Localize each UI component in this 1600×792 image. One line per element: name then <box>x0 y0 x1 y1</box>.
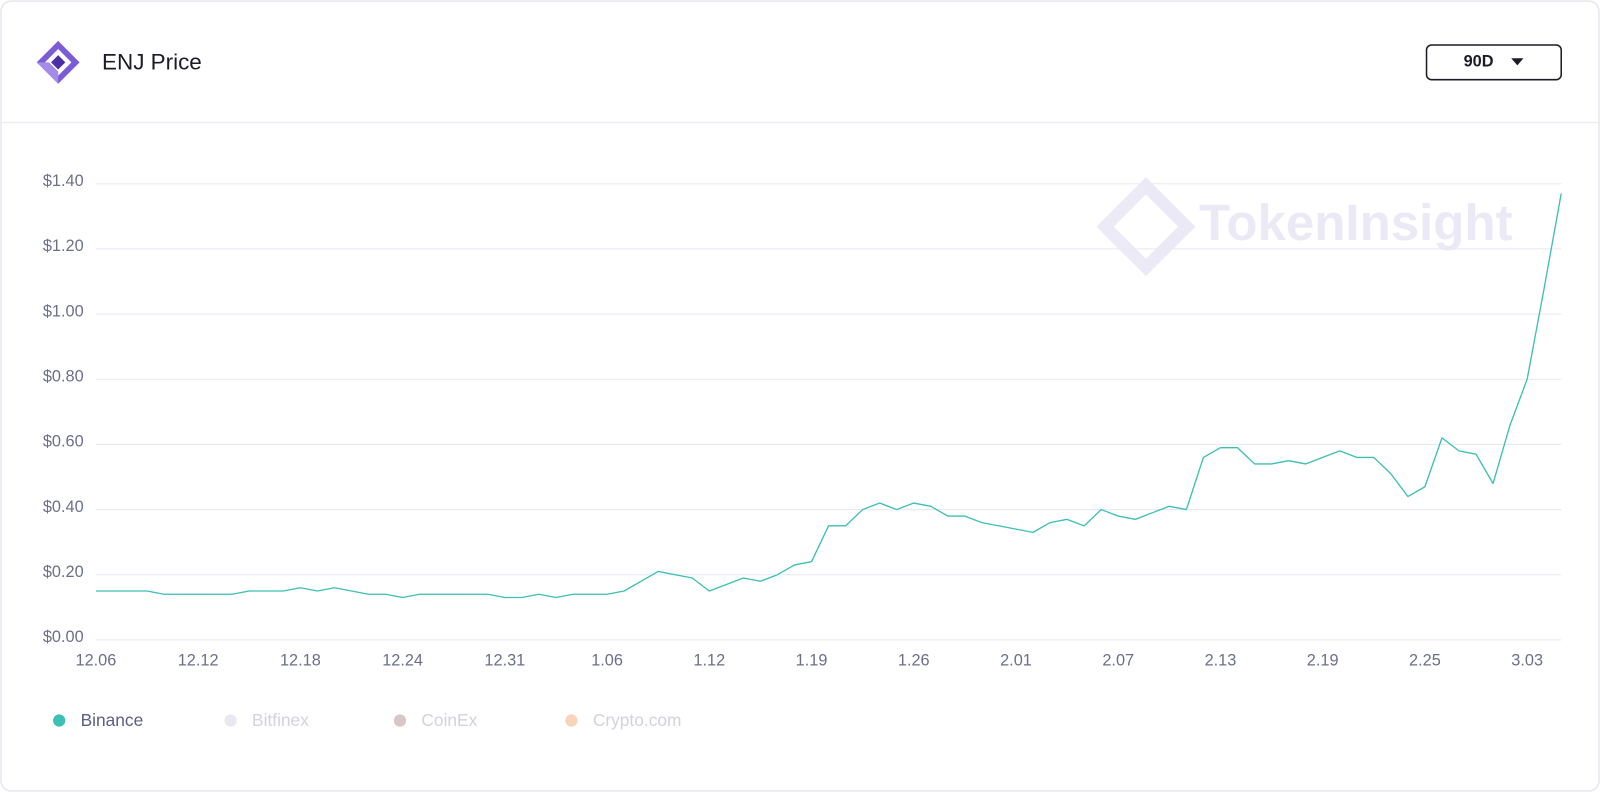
legend-label[interactable]: CoinEx <box>421 710 477 730</box>
y-tick-label: $1.00 <box>43 302 84 320</box>
y-tick-label: $0.00 <box>43 628 84 646</box>
x-tick-label: 12.06 <box>76 652 117 670</box>
x-tick-label: 12.24 <box>382 652 423 670</box>
x-tick-label: 1.26 <box>898 652 930 670</box>
watermark-text: TokenInsight <box>1199 194 1513 251</box>
y-tick-label: $0.80 <box>43 368 84 386</box>
legend-label[interactable]: Crypto.com <box>593 710 682 730</box>
token-logo <box>36 40 80 84</box>
x-tick-label: 2.13 <box>1205 652 1237 670</box>
x-tick-label: 3.03 <box>1511 652 1543 670</box>
y-tick-label: $0.40 <box>43 498 84 516</box>
plot-area: $0.00 $0.20 $0.40 $0.60 $0.80 $1.00 $1.20 $1.40… <box>43 172 1562 670</box>
legend-marker[interactable] <box>565 714 578 727</box>
dropdown-arrow[interactable] <box>1511 58 1524 66</box>
x-tick-label: 2.25 <box>1409 652 1441 670</box>
legend: Binance Bitfinex CoinEx Crypto.com <box>53 710 681 730</box>
x-tick-label: 2.19 <box>1307 652 1339 670</box>
legend-marker[interactable] <box>224 714 237 727</box>
x-tick-label: 12.12 <box>178 652 219 670</box>
legend-label[interactable]: Bitfinex <box>252 710 309 730</box>
x-tick-label: 2.01 <box>1000 652 1032 670</box>
price-line <box>95 193 1562 599</box>
x-tick-label: 12.18 <box>280 652 321 670</box>
x-tick-label: 1.19 <box>796 652 828 670</box>
chart-title: ENJ Price <box>102 49 202 74</box>
y-tick-label: $0.20 <box>43 563 84 581</box>
dropdown-box[interactable] <box>1425 44 1562 81</box>
range-dropdown[interactable]: 90D <box>1425 44 1562 81</box>
legend-marker[interactable] <box>393 714 407 727</box>
x-tick-label: 2.07 <box>1102 652 1134 670</box>
legend-marker[interactable] <box>53 714 66 727</box>
y-tick-label: $0.60 <box>43 433 84 451</box>
y-tick-label: $1.40 <box>43 172 84 190</box>
legend-label[interactable]: Binance <box>81 710 144 730</box>
watermark: TokenInsight <box>1096 177 1513 277</box>
x-tick-label: 1.12 <box>693 652 725 670</box>
x-tick-label: 1.06 <box>591 652 623 670</box>
x-tick-label: 12.31 <box>484 652 525 670</box>
watermark-logo <box>1096 177 1196 277</box>
dropdown-label[interactable]: 90D <box>1464 53 1494 71</box>
y-tick-label: $1.20 <box>43 237 84 255</box>
